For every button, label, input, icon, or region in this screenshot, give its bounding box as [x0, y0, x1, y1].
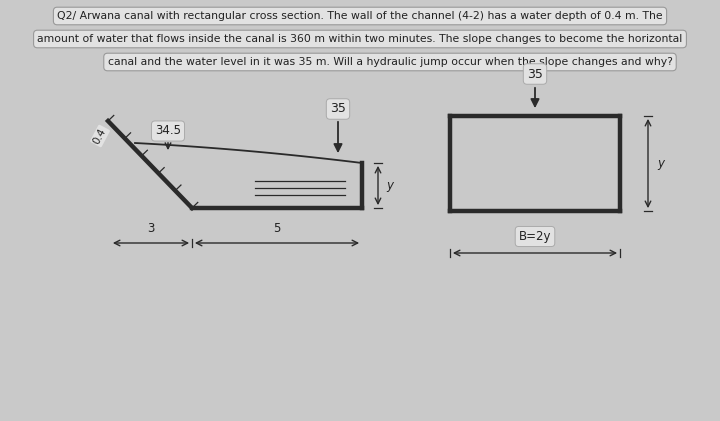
Text: 5: 5 [274, 222, 281, 235]
Text: 3: 3 [148, 222, 155, 235]
Text: 35: 35 [330, 102, 346, 115]
Text: canal and the water level in it was 35 m. Will a hydraulic jump occur when the s: canal and the water level in it was 35 m… [107, 57, 672, 67]
Text: 0.4: 0.4 [91, 126, 108, 146]
Text: y: y [386, 179, 393, 192]
Text: 35: 35 [527, 67, 543, 80]
Text: B=2y: B=2y [518, 230, 552, 243]
Text: Q2/ Arwana canal with rectangular cross section. The wall of the channel (4-2) h: Q2/ Arwana canal with rectangular cross … [57, 11, 663, 21]
Text: 34.5: 34.5 [155, 125, 181, 138]
Text: amount of water that flows inside the canal is 360 m within two minutes. The slo: amount of water that flows inside the ca… [37, 34, 683, 44]
Text: y: y [657, 157, 664, 170]
